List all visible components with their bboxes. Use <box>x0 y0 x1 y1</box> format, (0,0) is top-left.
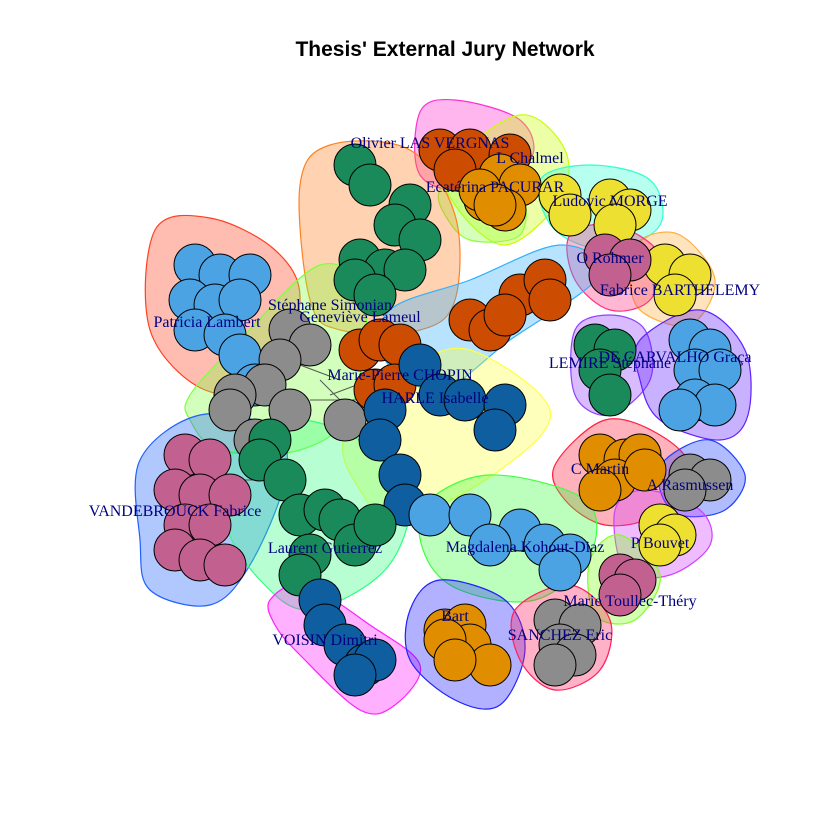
network-node <box>203 543 247 587</box>
community-label: O Rohmer <box>576 250 644 267</box>
community-label: Patricia Lambert <box>153 314 261 331</box>
network-node <box>348 163 392 207</box>
network-node <box>658 388 702 432</box>
network-node <box>588 253 632 297</box>
community-label: Marie Toullec-Théry <box>563 593 696 610</box>
network-node <box>638 523 682 567</box>
community-label: Ludovic MORGE <box>552 193 667 210</box>
network-node <box>548 193 592 237</box>
community-label: Bart <box>441 608 469 625</box>
network-node <box>528 278 572 322</box>
network-node <box>358 418 402 462</box>
network-node <box>623 448 667 492</box>
network-node <box>663 468 707 512</box>
network-node <box>433 638 477 682</box>
network-node <box>578 468 622 512</box>
network-node <box>333 653 377 697</box>
network-node <box>468 523 512 567</box>
network-node <box>483 293 527 337</box>
edge <box>299 364 341 381</box>
network-node <box>598 573 642 617</box>
community-label: Ecatérina PACURAR <box>426 179 565 196</box>
network-node <box>353 503 397 547</box>
community-label: Geneviève Lameul <box>299 309 421 326</box>
community-label: LEMIRE Stéphane <box>549 355 671 372</box>
network-node <box>448 493 492 537</box>
community-label: VOISIN Dimitri <box>272 632 378 649</box>
network-node <box>268 388 312 432</box>
network-node <box>473 183 517 227</box>
community-label: L Chalmel <box>496 150 564 167</box>
community-label: Magdalena Kohout-Diaz <box>446 539 605 556</box>
community-label: Stéphane Simonian <box>268 297 392 314</box>
network-node <box>533 643 577 687</box>
community-label: A Rasmussen <box>647 477 734 494</box>
community-label: VANDEBROUCK Fabrice <box>89 503 262 520</box>
network-node <box>383 248 427 292</box>
network-node <box>473 408 517 452</box>
network-node <box>538 548 582 592</box>
community-label: Fabrice BARTHELEMY <box>600 282 761 299</box>
network-node <box>398 343 442 387</box>
community-label: Marie-Pierre CHOPIN <box>327 367 473 384</box>
chart-title: Thesis' External Jury Network <box>295 38 594 61</box>
community-label: DE CARVALHO Graça <box>598 349 751 366</box>
community-label: SANCHEZ Eric <box>508 627 612 644</box>
nodes <box>153 128 742 697</box>
network-node <box>408 493 452 537</box>
community-label: C Martin <box>571 461 629 478</box>
network-node <box>208 388 252 432</box>
community-label: HARLE Isabelle <box>381 390 488 407</box>
community-label: Laurent Gutierrez <box>268 540 382 557</box>
community-label: P Bouvet <box>631 535 690 552</box>
network-node <box>208 473 252 517</box>
network-node <box>588 373 632 417</box>
community-label: Olivier LAS VERGNAS <box>351 135 510 152</box>
network-node <box>653 273 697 317</box>
network-node <box>353 273 397 317</box>
